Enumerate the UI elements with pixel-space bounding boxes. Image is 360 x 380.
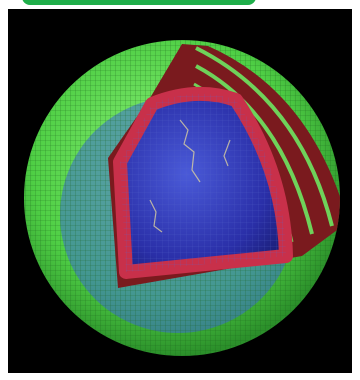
- top-bar: [22, 0, 256, 5]
- screenshot: [0, 0, 360, 380]
- page: {}: [0, 0, 360, 380]
